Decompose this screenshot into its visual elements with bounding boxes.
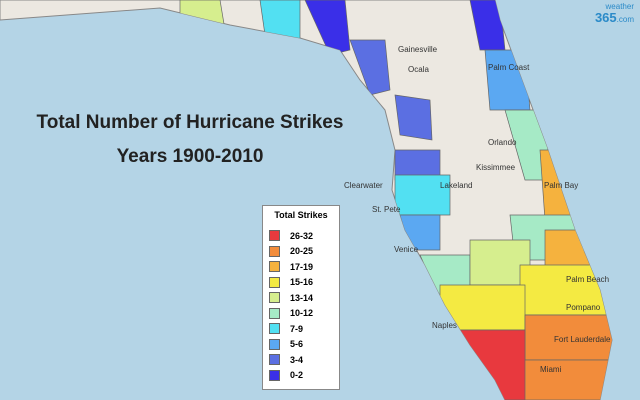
legend-item: 15-16: [269, 275, 333, 291]
city-label: Gainesville: [398, 45, 438, 54]
logo-suffix: .com: [616, 15, 634, 24]
city-label: Clearwater: [344, 181, 383, 190]
city-label: Miami: [540, 365, 562, 374]
legend-item: 5-6: [269, 337, 333, 353]
legend-label: 3-4: [290, 354, 304, 365]
legend: Total Strikes 26-32 20-25 17-19 15-16 13-14 1…: [262, 205, 340, 390]
legend-swatch: [269, 369, 280, 381]
legend-item: 17-19: [269, 259, 333, 275]
city-label: St. Pete: [372, 205, 401, 214]
county-regions: [179, 0, 612, 400]
map-subtitle: Years 1900-2010: [117, 146, 264, 167]
logo-main: 365: [594, 10, 617, 25]
city-label: Lakeland: [440, 181, 472, 190]
legend-swatch: [269, 261, 280, 273]
legend-item: 3-4: [269, 352, 333, 368]
legend-label: 0-2: [290, 370, 304, 381]
legend-swatch: [269, 292, 280, 304]
city-label: Palm Beach: [566, 275, 609, 284]
map-title: Total Number of Hurricane Strikes: [37, 112, 344, 133]
legend-label: 10-12: [290, 308, 314, 319]
legend-label: 17-19: [290, 261, 314, 272]
city-labels: Gainesville Ocala Palm Coast Orlando Kissimm…: [344, 45, 611, 374]
legend-label: 7-9: [290, 323, 304, 334]
city-label: Fort Lauderdale: [554, 335, 611, 344]
city-label: Palm Bay: [544, 181, 578, 190]
legend-item: 7-9: [269, 321, 333, 337]
legend-swatch: [269, 245, 280, 257]
city-label: Kissimmee: [476, 163, 516, 172]
legend-label: 13-14: [290, 292, 314, 303]
legend-label: 26-32: [290, 230, 314, 241]
legend-label: 15-16: [290, 277, 314, 288]
legend-item: 10-12: [269, 306, 333, 322]
logo-top: weather: [605, 2, 634, 11]
legend-label: 20-25: [290, 246, 314, 257]
legend-label: 5-6: [290, 339, 304, 350]
legend-item: 26-32: [269, 228, 333, 244]
city-label: Orlando: [488, 138, 517, 147]
legend-swatch: [269, 323, 280, 335]
logo: weather 365.com: [594, 2, 634, 25]
legend-item: 0-2: [269, 368, 333, 384]
legend-items: 26-32 20-25 17-19 15-16 13-14 10-12 7-9 5-6 3-4 0…: [269, 228, 333, 383]
legend-swatch: [269, 276, 280, 288]
legend-item: 20-25: [269, 244, 333, 260]
legend-swatch: [269, 230, 280, 242]
legend-swatch: [269, 338, 280, 350]
legend-item: 13-14: [269, 290, 333, 306]
city-label: Palm Coast: [488, 63, 530, 72]
legend-swatch: [269, 307, 280, 319]
legend-title: Total Strikes: [274, 210, 328, 220]
city-label: Pompano: [566, 303, 601, 312]
city-label: Naples: [432, 321, 457, 330]
city-label: Ocala: [408, 65, 429, 74]
city-label: Venice: [394, 245, 419, 254]
legend-swatch: [269, 354, 280, 366]
